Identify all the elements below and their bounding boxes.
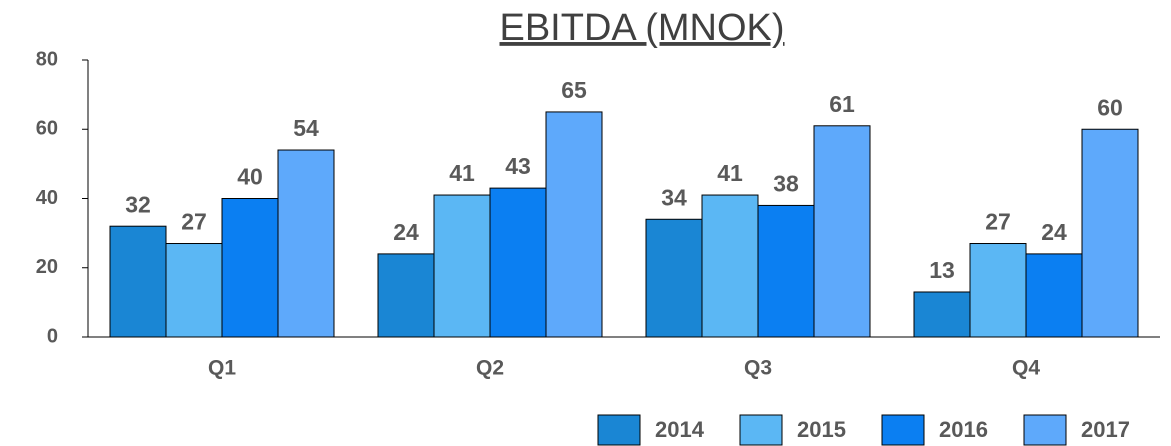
- bar: [377, 253, 435, 338]
- bar: [757, 204, 815, 338]
- legend-swatch: [1023, 414, 1067, 446]
- data-label: 27: [181, 209, 207, 235]
- bar: [645, 218, 703, 338]
- x-tick-label: Q4: [1012, 357, 1040, 380]
- y-tick-label: 60: [36, 118, 58, 140]
- data-label: 24: [1041, 219, 1067, 245]
- data-label: 32: [125, 191, 151, 217]
- y-tick-label: 40: [36, 187, 58, 209]
- legend-label: 2015: [797, 417, 846, 442]
- legend-label: 2017: [1081, 417, 1130, 442]
- data-label: 54: [293, 115, 319, 141]
- data-label: 41: [717, 160, 743, 186]
- x-tick-label: Q3: [744, 357, 772, 380]
- bar: [545, 111, 603, 338]
- data-label: 40: [237, 164, 263, 190]
- y-tick-label: 0: [47, 325, 58, 347]
- data-label: 38: [773, 171, 799, 197]
- x-tick-label: Q1: [208, 357, 236, 380]
- bar: [1025, 253, 1083, 338]
- legend-swatch: [739, 414, 783, 446]
- bar: [701, 194, 759, 338]
- legend-swatch: [881, 414, 925, 446]
- data-label: 65: [561, 77, 587, 103]
- bar: [277, 149, 335, 338]
- legend-label: 2016: [939, 417, 988, 442]
- data-label: 27: [985, 209, 1011, 235]
- bar: [489, 187, 547, 338]
- data-label: 61: [829, 91, 855, 117]
- bar: [813, 125, 871, 338]
- bar: [969, 243, 1027, 338]
- bar: [913, 291, 971, 338]
- data-label: 34: [661, 184, 687, 210]
- y-tick-label: 80: [36, 48, 58, 70]
- bar: [433, 194, 491, 338]
- legend-swatch: [597, 414, 641, 446]
- bar: [165, 243, 223, 338]
- chart-title: EBITDA (MNOK): [499, 7, 784, 49]
- bar: [221, 198, 279, 338]
- bar: [109, 225, 167, 338]
- data-label: 13: [929, 257, 955, 283]
- data-label: 43: [505, 153, 531, 179]
- y-tick-label: 20: [36, 256, 58, 278]
- data-label: 24: [393, 219, 419, 245]
- legend-label: 2014: [655, 417, 705, 442]
- data-label: 60: [1097, 94, 1123, 120]
- x-tick-label: Q2: [476, 357, 504, 380]
- bar: [1081, 128, 1139, 338]
- data-label: 41: [449, 160, 475, 186]
